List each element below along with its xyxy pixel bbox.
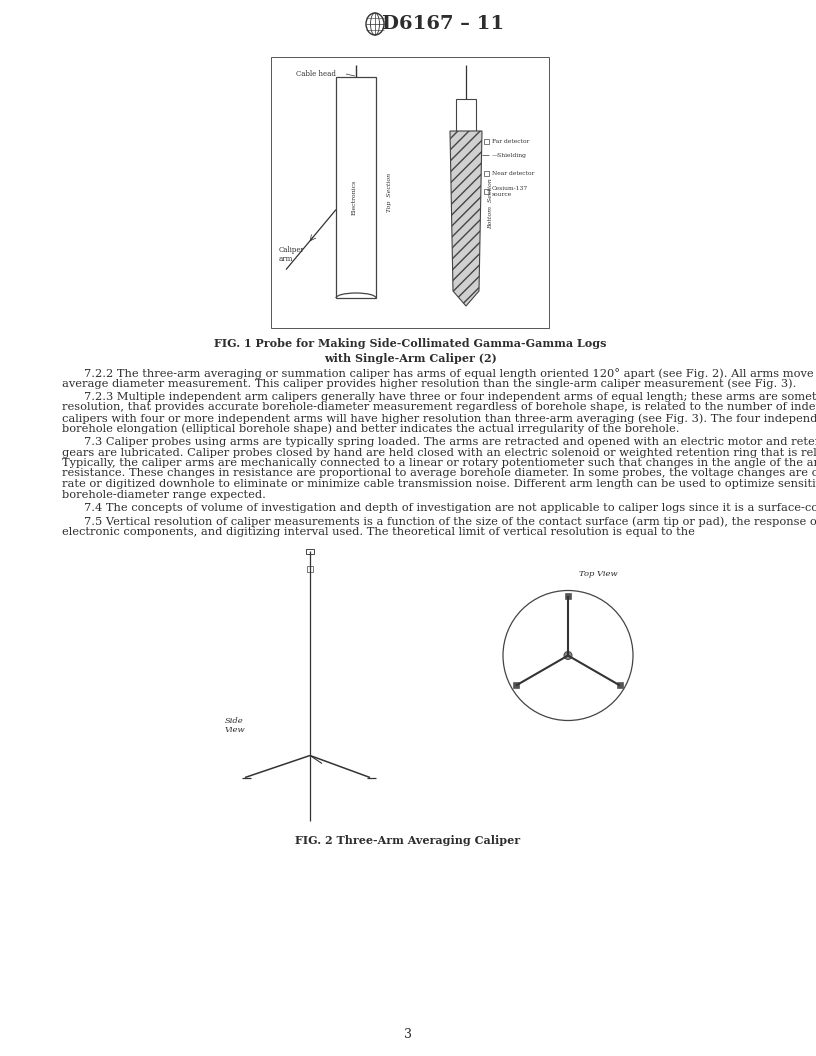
Text: FIG. 1 Probe for Making Side-Collimated Gamma-Gamma Logs
with Single-Arm Caliper: FIG. 1 Probe for Making Side-Collimated … bbox=[214, 338, 606, 363]
Bar bbox=[456, 99, 476, 131]
Text: calipers with four or more independent arms will have higher resolution than thr: calipers with four or more independent a… bbox=[62, 413, 816, 423]
Bar bbox=[484, 189, 489, 194]
Text: Top  Section: Top Section bbox=[387, 173, 392, 212]
Bar bbox=[565, 592, 571, 599]
Circle shape bbox=[503, 590, 633, 720]
Bar bbox=[484, 139, 489, 144]
Text: Side
View: Side View bbox=[225, 717, 246, 734]
Text: Far detector: Far detector bbox=[492, 139, 530, 144]
Text: resistance. These changes in resistance are proportional to average borehole dia: resistance. These changes in resistance … bbox=[62, 469, 816, 478]
Text: Cesium-137
source: Cesium-137 source bbox=[492, 186, 528, 196]
Text: average diameter measurement. This caliper provides higher resolution than the s: average diameter measurement. This calip… bbox=[62, 378, 796, 389]
Text: borehole-diameter range expected.: borehole-diameter range expected. bbox=[62, 490, 266, 499]
Bar bbox=[513, 682, 519, 689]
Text: FIG. 2 Three-Arm Averaging Caliper: FIG. 2 Three-Arm Averaging Caliper bbox=[295, 835, 521, 847]
Polygon shape bbox=[450, 131, 482, 306]
Text: Typically, the caliper arms are mechanically connected to a linear or rotary pot: Typically, the caliper arms are mechanic… bbox=[62, 458, 816, 468]
Bar bbox=[336, 77, 376, 298]
Text: borehole elongation (elliptical borehole shape) and better indicates the actual : borehole elongation (elliptical borehole… bbox=[62, 423, 680, 434]
Text: resolution, that provides accurate borehole-diameter measurement regardless of b: resolution, that provides accurate boreh… bbox=[62, 402, 816, 413]
Text: Top View: Top View bbox=[579, 570, 618, 579]
Text: Electronics: Electronics bbox=[352, 180, 357, 215]
Bar bbox=[307, 566, 313, 571]
Text: rate or digitized downhole to eliminate or minimize cable transmission noise. Di: rate or digitized downhole to eliminate … bbox=[62, 479, 816, 489]
Text: Caliper
arm: Caliper arm bbox=[279, 246, 305, 263]
Circle shape bbox=[564, 652, 572, 660]
Text: Bottom  Section: Bottom Section bbox=[489, 178, 494, 229]
Text: D6167 – 11: D6167 – 11 bbox=[382, 15, 504, 33]
Text: 7.4 The concepts of volume of investigation and depth of investigation are not a: 7.4 The concepts of volume of investigat… bbox=[84, 503, 816, 513]
Text: 7.2.2 The three-arm averaging or summation caliper has arms of equal length orie: 7.2.2 The three-arm averaging or summati… bbox=[84, 367, 816, 379]
Text: 7.2.3 Multiple independent arm calipers generally have three or four independent: 7.2.3 Multiple independent arm calipers … bbox=[84, 392, 816, 402]
Bar bbox=[306, 548, 314, 553]
Bar bbox=[617, 682, 623, 689]
Text: electronic components, and digitizing interval used. The theoretical limit of ve: electronic components, and digitizing in… bbox=[62, 527, 695, 538]
Text: 7.5 Vertical resolution of caliper measurements is a function of the size of the: 7.5 Vertical resolution of caliper measu… bbox=[84, 516, 816, 527]
Text: —Shielding: —Shielding bbox=[492, 152, 527, 157]
Text: gears are lubricated. Caliper probes closed by hand are held closed with an elec: gears are lubricated. Caliper probes clo… bbox=[62, 448, 816, 457]
Bar bbox=[484, 171, 489, 176]
Bar bbox=[271, 57, 549, 328]
Text: Cable head: Cable head bbox=[296, 70, 336, 78]
Text: 7.3 Caliper probes using arms are typically spring loaded. The arms are retracte: 7.3 Caliper probes using arms are typica… bbox=[84, 437, 816, 447]
Text: 3: 3 bbox=[404, 1027, 412, 1040]
Text: Near detector: Near detector bbox=[492, 171, 534, 176]
